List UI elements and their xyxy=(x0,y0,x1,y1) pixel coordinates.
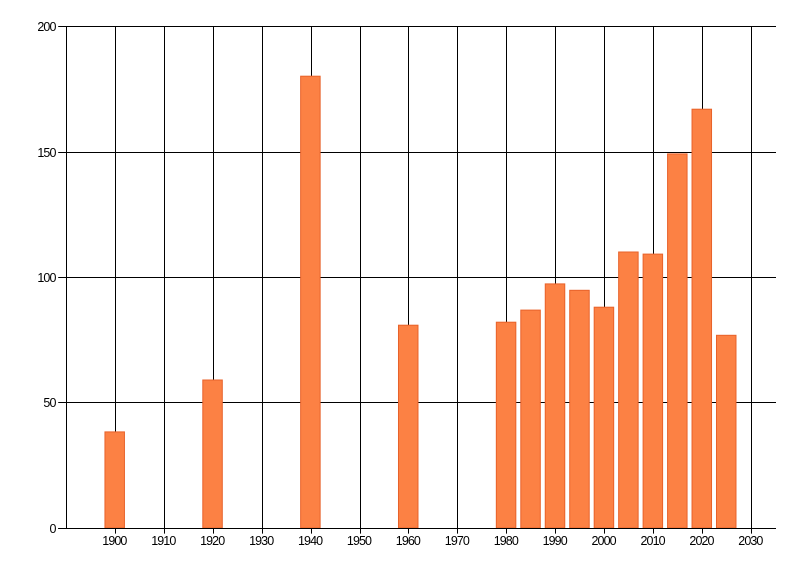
svg-text:1920: 1920 xyxy=(200,534,225,548)
svg-text:150: 150 xyxy=(37,146,56,160)
svg-text:1960: 1960 xyxy=(396,534,421,548)
svg-text:2010: 2010 xyxy=(640,534,665,548)
svg-text:1990: 1990 xyxy=(543,534,568,548)
svg-text:2020: 2020 xyxy=(689,534,714,548)
svg-text:1910: 1910 xyxy=(151,534,176,548)
svg-text:1970: 1970 xyxy=(445,534,470,548)
svg-text:1930: 1930 xyxy=(249,534,274,548)
svg-text:2000: 2000 xyxy=(591,534,616,548)
svg-text:2030: 2030 xyxy=(738,534,763,548)
svg-text:0: 0 xyxy=(49,522,56,536)
svg-text:200: 200 xyxy=(37,20,56,34)
svg-text:1900: 1900 xyxy=(102,534,127,548)
svg-text:1940: 1940 xyxy=(298,534,323,548)
svg-text:100: 100 xyxy=(37,271,56,285)
svg-text:1950: 1950 xyxy=(347,534,372,548)
svg-text:1980: 1980 xyxy=(494,534,519,548)
svg-text:50: 50 xyxy=(43,396,56,410)
